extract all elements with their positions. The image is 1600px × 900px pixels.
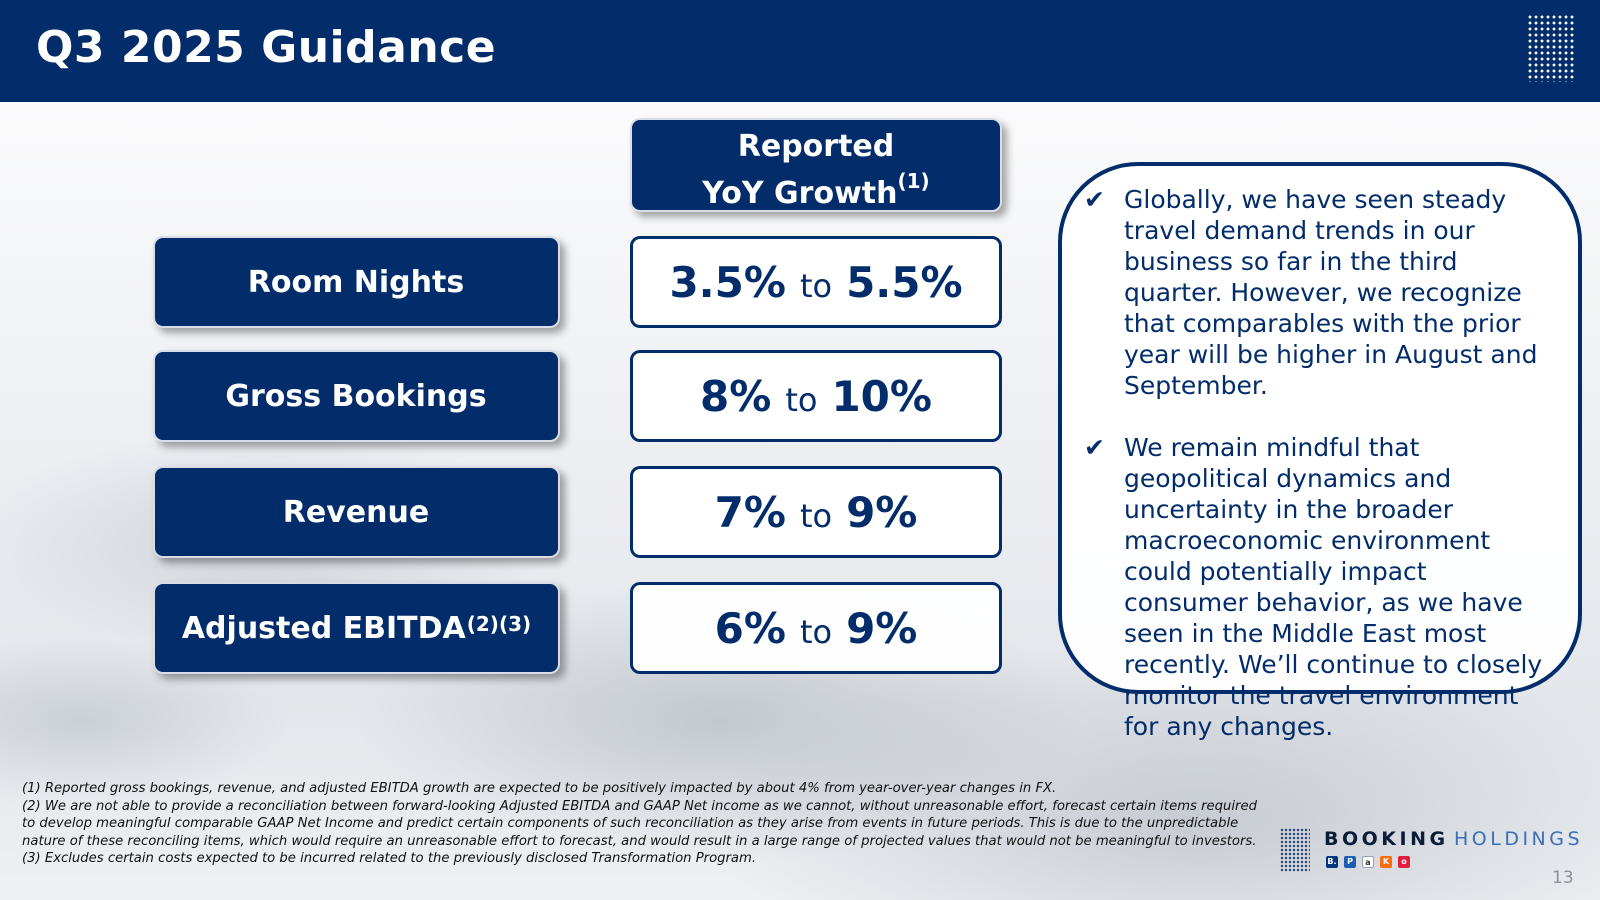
metric-label-room-nights: Room Nights: [153, 236, 560, 328]
metric-label-text: Room Nights: [247, 264, 465, 300]
range-high: 10%: [831, 371, 932, 421]
metric-value-room-nights: 3.5% to 5.5%: [630, 236, 1002, 328]
range-high: 5.5%: [846, 257, 963, 307]
metric-label-text: Gross Bookings: [225, 378, 487, 414]
metric-value-gross-bookings: 8% to 10%: [630, 350, 1002, 442]
range-low: 7%: [714, 487, 786, 537]
brand-square-icon: a: [1362, 856, 1374, 868]
brand-square-icon: B.: [1326, 856, 1338, 868]
checkmark-icon: ✔: [1084, 185, 1105, 214]
checkmark-icon: ✔: [1084, 433, 1105, 462]
metric-label-adjusted-ebitda: Adjusted EBITDA (2)(3): [153, 582, 560, 674]
commentary-bullet: ✔ We remain mindful that geopolitical dy…: [1084, 432, 1558, 742]
commentary-text: Globally, we have seen steady travel dem…: [1124, 185, 1538, 400]
range-to: to: [799, 613, 833, 651]
footnote-2: (2) We are not able to provide a reconci…: [22, 798, 1257, 849]
range-low: 3.5%: [669, 257, 786, 307]
footnote-1: (1) Reported gross bookings, revenue, an…: [22, 781, 1057, 796]
column-header-footnote-ref: (1): [897, 169, 930, 193]
brand-square-icon: o: [1398, 856, 1410, 868]
metric-label-gross-bookings: Gross Bookings: [153, 350, 560, 442]
page-title: Q3 2025 Guidance: [36, 22, 497, 73]
column-header-line1: Reported: [737, 129, 895, 164]
commentary-bubble: ✔ Globally, we have seen steady travel d…: [1058, 162, 1582, 741]
range-high: 9%: [846, 603, 918, 653]
header-bar: Q3 2025 Guidance: [0, 0, 1600, 102]
range-to: to: [799, 497, 833, 535]
column-header-line2-wrap: YoY Growth(1): [632, 166, 1000, 213]
range-low: 6%: [714, 603, 786, 653]
dot-grid-decoration: [1527, 14, 1575, 82]
brand-square-icon: P: [1344, 856, 1356, 868]
metric-label-text: Revenue: [282, 494, 430, 530]
commentary-bullet: ✔ Globally, we have seen steady travel d…: [1084, 184, 1558, 401]
brand-square-icon: K: [1380, 856, 1392, 868]
logo-dot-grid-icon: [1280, 828, 1310, 872]
page-number: 13: [1552, 868, 1574, 888]
range-low: 8%: [700, 371, 772, 421]
range-to: to: [785, 381, 818, 419]
range-high: 9%: [846, 487, 918, 537]
column-header-line2: YoY Growth: [702, 176, 898, 211]
column-header: Reported YoY Growth(1): [630, 118, 1002, 212]
metric-value-revenue: 7% to 9%: [630, 466, 1002, 558]
metric-label-text: Adjusted EBITDA: [181, 610, 466, 646]
footnote-3: (3) Excludes certain costs expected to b…: [22, 851, 757, 867]
metric-label-footnote-ref: (2)(3): [466, 612, 532, 636]
footnotes: (1) Reported gross bookings, revenue, an…: [22, 780, 1262, 868]
range-to: to: [799, 267, 833, 305]
logo-word-holdings: HOLDINGS: [1454, 828, 1584, 850]
logo-word-booking: BOOKING: [1324, 828, 1449, 850]
commentary-text: We remain mindful that geopolitical dyna…: [1124, 433, 1543, 741]
metric-label-revenue: Revenue: [153, 466, 560, 558]
metric-value-adjusted-ebitda: 6% to 9%: [630, 582, 1002, 674]
